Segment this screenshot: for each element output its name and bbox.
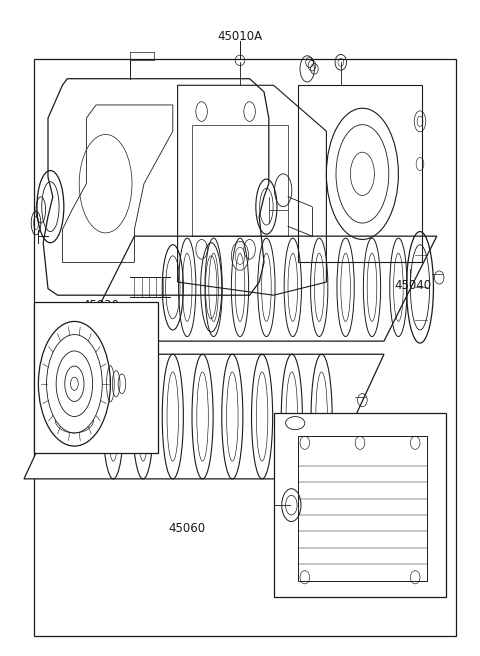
- Bar: [192, 125, 288, 236]
- Bar: [34, 59, 456, 636]
- Polygon shape: [24, 354, 384, 479]
- Text: 45040: 45040: [394, 279, 432, 292]
- Text: 45050: 45050: [346, 417, 384, 430]
- Text: 45010A: 45010A: [217, 30, 263, 43]
- Text: 45060: 45060: [168, 522, 206, 535]
- Bar: [34, 302, 158, 453]
- Bar: [274, 413, 446, 597]
- Bar: [298, 436, 427, 581]
- Text: 45030: 45030: [82, 298, 120, 312]
